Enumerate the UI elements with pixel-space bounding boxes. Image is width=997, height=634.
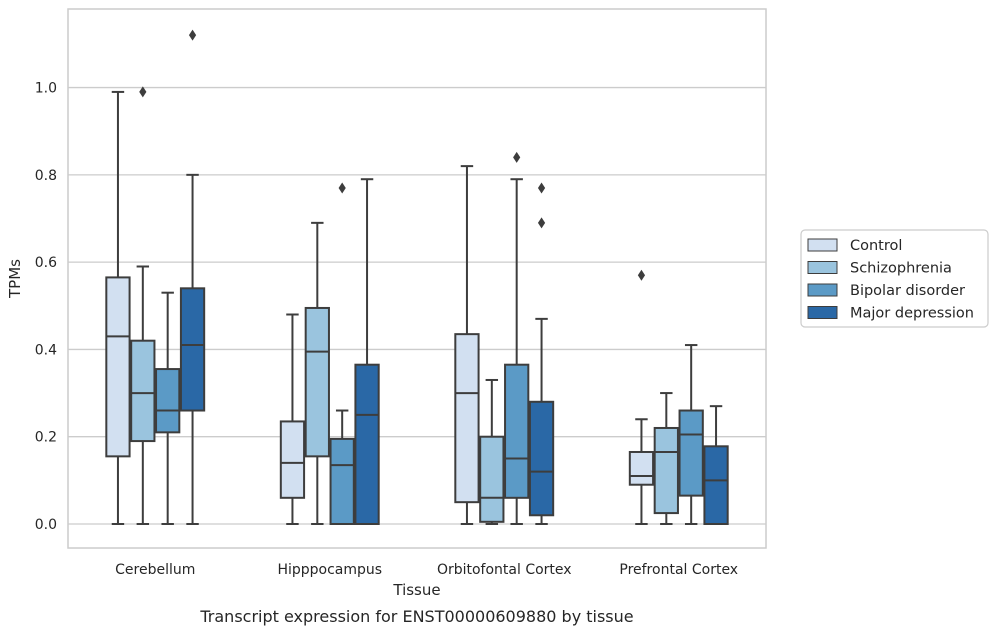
box-major-depression [528, 182, 555, 525]
box-major-depression [703, 405, 729, 525]
legend-label: Major depression [850, 306, 974, 322]
x-axis-label: Tissue [392, 581, 440, 599]
box-iqr [628, 450, 655, 486]
box-iqr [653, 426, 679, 515]
legend-label: Bipolar disorder [850, 283, 965, 299]
outlier-point [513, 151, 521, 163]
outlier-point [188, 29, 197, 41]
box-iqr [155, 368, 181, 434]
outlier-point [537, 182, 546, 194]
y-tick-label: 0.6 [35, 255, 57, 271]
box-iqr [179, 287, 206, 412]
box-iqr [479, 435, 505, 523]
box-iqr [354, 363, 380, 525]
box-iqr [678, 409, 704, 497]
legend-label: Schizophrenia [850, 261, 952, 277]
x-tick-label: Prefrontal Cortex [619, 562, 738, 578]
x-tick-label: Orbitofontal Cortex [437, 562, 572, 578]
box-control [628, 269, 655, 525]
box-schizophrenia [304, 221, 330, 525]
box-plot-layer [105, 29, 729, 525]
box-iqr [130, 339, 156, 443]
box-iqr [329, 437, 355, 525]
x-tick-labels: Cerebellum Hipppocampus Orbitofontal Corte… [115, 562, 738, 578]
outlier-point [338, 182, 346, 194]
y-tick-labels: 0.0 0.2 0.4 0.6 0.8 1.0 [35, 81, 57, 533]
box-control [279, 313, 306, 525]
legend-swatch [807, 306, 838, 319]
plot-area-frame [67, 8, 767, 549]
box-schizophrenia [130, 86, 156, 525]
outlier-point [637, 269, 646, 281]
outlier-point [139, 86, 147, 98]
box-bipolar-disorder [329, 182, 355, 525]
box-schizophrenia [479, 378, 505, 525]
box-bipolar-disorder [155, 291, 181, 525]
box-control [105, 90, 131, 525]
box-control [454, 165, 480, 525]
box-iqr [504, 363, 530, 499]
box-iqr [304, 306, 330, 458]
legend: Control Schizophrenia Bipolar disorder Majo… [800, 229, 989, 328]
y-tick-label: 1.0 [35, 81, 57, 97]
box-bipolar-disorder [504, 151, 530, 525]
box-major-depression [354, 178, 380, 525]
y-tick-label: 0.0 [35, 517, 57, 533]
x-tick-label: Hipppocampus [277, 562, 382, 578]
box-schizophrenia [653, 392, 679, 525]
box-iqr [105, 276, 131, 458]
box-iqr [279, 420, 306, 499]
box-iqr [703, 445, 729, 525]
box-iqr [528, 400, 555, 517]
box-bipolar-disorder [678, 344, 704, 525]
y-tick-label: 0.2 [35, 430, 57, 446]
box-iqr [454, 333, 480, 504]
y-axis-label: TPMs [6, 259, 24, 299]
legend-swatch [807, 238, 838, 252]
legend-swatch [807, 283, 838, 297]
y-tick-label: 0.8 [35, 168, 57, 184]
chart-caption: Transcript expression for ENST0000060988… [199, 607, 633, 626]
legend-swatch [807, 261, 838, 274]
legend-label: Control [850, 238, 902, 254]
x-tick-label: Cerebellum [115, 562, 195, 578]
legend-frame [800, 229, 989, 328]
outlier-point [537, 217, 546, 229]
box-major-depression [179, 29, 206, 525]
y-tick-label: 0.4 [35, 342, 57, 358]
